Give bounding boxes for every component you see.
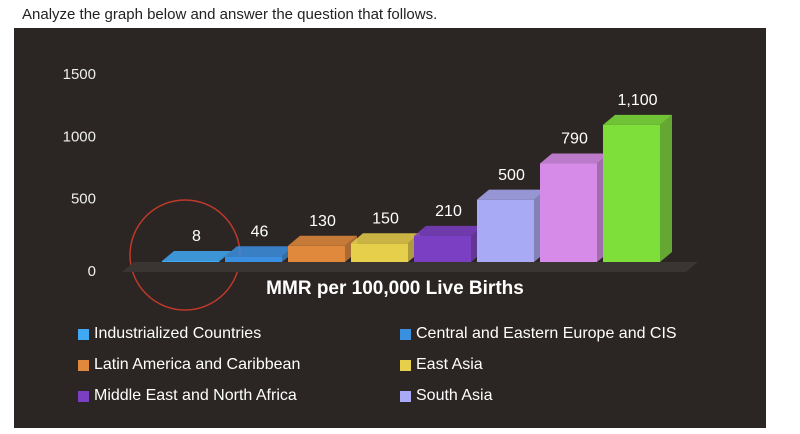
bar — [540, 163, 597, 262]
bar — [477, 199, 534, 262]
value-label: 790 — [561, 131, 588, 148]
question: Analyze the graph below and answer the q… — [22, 6, 438, 23]
legend-swatch — [400, 360, 411, 371]
legend-swatch — [78, 391, 89, 402]
bar-side — [660, 114, 672, 262]
legend-label: South Asia — [416, 387, 493, 404]
legend-swatch — [78, 360, 89, 371]
legend-swatch — [400, 329, 411, 340]
y-tick-label: 1500 — [63, 66, 96, 83]
y-tick-label: 0 — [88, 263, 96, 280]
legend-label: East Asia — [416, 356, 483, 373]
bar-top — [603, 114, 672, 125]
floor — [122, 262, 698, 272]
legend-label: Industrialized Countries — [94, 325, 261, 342]
bar — [414, 235, 471, 262]
bar — [162, 261, 219, 262]
legend-label: Latin America and Caribbean — [94, 356, 300, 373]
value-label: 210 — [435, 203, 462, 220]
value-label: 130 — [309, 213, 336, 230]
value-label: 500 — [498, 167, 525, 184]
y-tick-label: 500 — [71, 191, 96, 208]
value-label: 150 — [372, 211, 399, 228]
y-tick-label: 1000 — [63, 128, 96, 145]
x-axis-label: MMR per 100,000 Live Births — [266, 278, 524, 299]
legend-label: Middle East and North Africa — [94, 387, 297, 404]
bar-top — [162, 251, 231, 262]
bar — [603, 124, 660, 262]
value-label: 8 — [192, 228, 201, 245]
value-label: 46 — [251, 223, 269, 240]
bar-top — [414, 225, 483, 236]
legend-swatch — [78, 329, 89, 340]
bar-top — [477, 189, 546, 200]
bar — [288, 245, 345, 262]
value-label: 1,100 — [617, 92, 657, 109]
bar-top — [540, 153, 609, 164]
bar — [351, 243, 408, 262]
legend-swatch — [400, 391, 411, 402]
bar-top — [288, 235, 357, 246]
bar — [225, 256, 282, 262]
bar-top — [351, 233, 420, 244]
bar-top — [225, 246, 294, 257]
legend-label: Central and Eastern Europe and CIS — [416, 325, 677, 342]
